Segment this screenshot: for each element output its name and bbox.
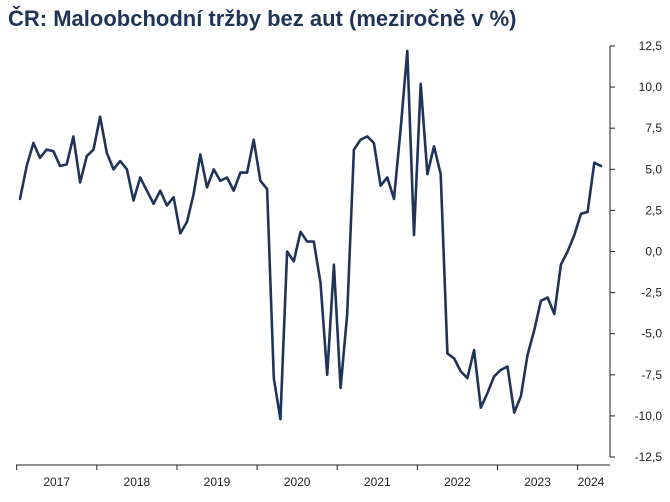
x-tick-label: 2023 [524, 475, 551, 489]
y-tick-label: -10,0 [635, 409, 663, 423]
x-tick-label: 2020 [284, 475, 311, 489]
x-tick-label: 2018 [124, 475, 151, 489]
x-tick-label: 2019 [204, 475, 231, 489]
y-tick-label: 0,0 [645, 245, 662, 259]
x-tick-label: 2024 [578, 475, 605, 489]
y-tick-label: 5,0 [645, 162, 662, 176]
y-tick-label: -2,5 [641, 286, 662, 300]
chart-title: ČR: Maloobchodní tržby bez aut (meziročn… [8, 6, 517, 31]
x-tick-label: 2022 [444, 475, 471, 489]
y-tick-label: 10,0 [639, 80, 663, 94]
y-axis: 12,5 10,0 7,5 5,0 2,5 0,0 -2,5 -5,0 -7,5 -10,0 -12… [609, 39, 663, 464]
y-tick-label: -5,0 [641, 327, 662, 341]
y-tick-label: -12,5 [635, 450, 663, 464]
x-tick-label: 2017 [43, 475, 70, 489]
series [18, 49, 603, 421]
y-tick-label: 2,5 [645, 203, 662, 217]
y-tick-label: -7,5 [641, 368, 662, 382]
series-line [18, 49, 603, 421]
y-tick-label: 12,5 [639, 39, 663, 53]
x-tick-label: 2021 [364, 475, 391, 489]
y-tick-label: 7,5 [645, 121, 662, 135]
x-axis: 2017 2018 2019 2020 2021 2022 2023 2024 [16, 464, 610, 489]
